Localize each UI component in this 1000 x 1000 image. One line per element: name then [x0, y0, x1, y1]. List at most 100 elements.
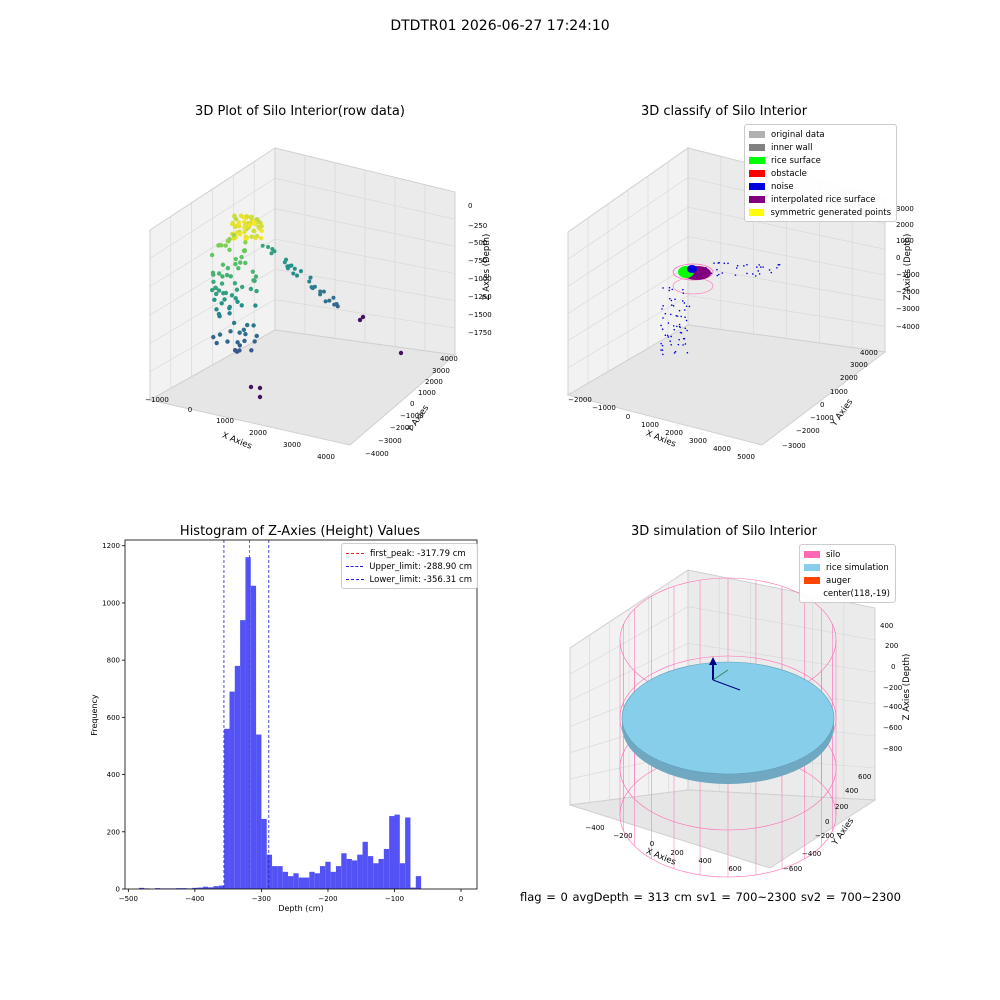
- panel1-title: 3D Plot of Silo Interior(row data): [195, 104, 405, 119]
- raw-z-label: Z Axies (Depth): [482, 234, 492, 301]
- raw-y-tick: −4000: [365, 450, 389, 458]
- legend-line: [346, 566, 364, 567]
- raw-point: [235, 299, 240, 304]
- histogram-bar: [282, 871, 289, 889]
- sim-z-tick: 400: [880, 622, 893, 630]
- raw-point: [230, 221, 235, 227]
- legend-item-original: original data: [749, 128, 891, 141]
- noise-point: [662, 317, 664, 319]
- cls-z-tick: 1000: [896, 237, 914, 245]
- raw-point: [234, 287, 240, 292]
- noise-point: [752, 273, 754, 275]
- noise-point: [768, 269, 771, 271]
- legend-item-first-peak: first_peak: -317.79 cm: [346, 547, 472, 560]
- histogram-bar: [250, 585, 257, 889]
- x-tick-label: −300: [252, 895, 271, 903]
- raw-x-tick: 0: [188, 406, 192, 414]
- noise-point: [682, 292, 685, 295]
- legend-swatch: [804, 590, 817, 597]
- noise-point: [723, 262, 726, 265]
- legend-item-silo: silo: [804, 548, 890, 561]
- classify-3d-plot: −2000 −1000 0 1000 2000 3000 4000 5000 X…: [566, 147, 920, 461]
- grid-line: [687, 295, 886, 327]
- raw-point: [321, 289, 326, 294]
- histogram-bar: [240, 620, 246, 889]
- sim-z-tick: −600: [883, 724, 902, 732]
- cls-y-tick: 1000: [830, 388, 848, 396]
- histogram-bar: [229, 691, 235, 889]
- legend-swatch: [749, 144, 765, 151]
- grid-line: [567, 295, 689, 369]
- noise-point: [721, 272, 724, 274]
- noise-point: [662, 305, 664, 307]
- legend-swatch: [749, 131, 765, 138]
- noise-point: [660, 349, 662, 351]
- cls-y-tick: 2000: [840, 374, 858, 382]
- histogram-bar: [218, 885, 225, 889]
- sim-x-tick: 600: [728, 865, 741, 873]
- raw-scatter-points: [209, 213, 404, 400]
- raw-z-tick: −750: [468, 257, 487, 265]
- noise-point: [678, 323, 681, 326]
- legend-item-symmetric: symmetric generated points: [749, 206, 891, 219]
- raw-point: [318, 292, 323, 297]
- raw-point: [238, 260, 243, 265]
- histogram-bar: [202, 886, 209, 889]
- raw-point: [236, 220, 242, 225]
- histogram-bar: [325, 861, 331, 889]
- raw-point: [214, 340, 219, 346]
- y-tick-label: 200: [107, 828, 120, 836]
- cls-y-tick: 4000: [860, 349, 878, 357]
- panel2-title: 3D classify of Silo Interior: [640, 104, 808, 119]
- raw-point: [254, 217, 260, 222]
- noise-point: [736, 264, 739, 267]
- raw-point: [308, 275, 313, 280]
- raw-x-tick: 2000: [249, 429, 267, 437]
- noise-point: [680, 315, 682, 318]
- legend-label: interpolated rice surface: [771, 194, 876, 205]
- raw-point: [259, 228, 264, 234]
- noise-point: [746, 272, 748, 275]
- cls-y-tick: −2000: [796, 427, 820, 435]
- raw-point: [222, 297, 227, 302]
- legend-label: obstacle: [771, 168, 807, 179]
- noise-point: [716, 274, 719, 277]
- histogram-bar: [415, 876, 422, 889]
- histogram-bar: [298, 877, 304, 889]
- raw-point: [213, 285, 219, 291]
- histogram-bar: [272, 866, 278, 889]
- raw-point: [217, 314, 222, 319]
- legend-swatch: [749, 157, 765, 164]
- raw-point: [298, 269, 303, 274]
- raw-z-tick: −1500: [468, 311, 492, 319]
- histogram-bar: [341, 853, 347, 889]
- raw-point: [223, 290, 229, 296]
- noise-point: [734, 274, 737, 276]
- sim-y-tick: 200: [835, 803, 848, 811]
- y-tick-label: 0: [116, 886, 120, 894]
- legend-label: rice surface: [771, 155, 821, 166]
- sim-z-tick: −200: [883, 684, 902, 692]
- raw-point: [248, 286, 254, 292]
- noise-point: [716, 268, 718, 271]
- noise-point: [660, 342, 662, 345]
- noise-point: [758, 264, 760, 266]
- sim-z-tick: 0: [891, 663, 895, 671]
- x-tick-label: −200: [318, 895, 337, 903]
- cls-y-tick: 3000: [850, 361, 868, 369]
- raw-point: [216, 288, 222, 293]
- raw-point: [209, 252, 215, 258]
- histogram-y-ticks: 0 200 400 600 800 1000 1200: [102, 542, 125, 894]
- x-tick-label: −500: [119, 895, 138, 903]
- histogram-bars: [138, 557, 422, 889]
- noise-point: [754, 275, 757, 277]
- noise-point: [682, 344, 684, 346]
- legend-label: Lower_limit: -356.31 cm: [369, 574, 472, 585]
- raw-point: [225, 339, 230, 344]
- legend-line: [346, 553, 364, 554]
- noise-point: [760, 266, 762, 268]
- legend-swatch: [804, 551, 820, 558]
- histogram-bar: [197, 887, 203, 889]
- noise-point: [770, 271, 773, 274]
- legend-label: noise: [771, 181, 794, 192]
